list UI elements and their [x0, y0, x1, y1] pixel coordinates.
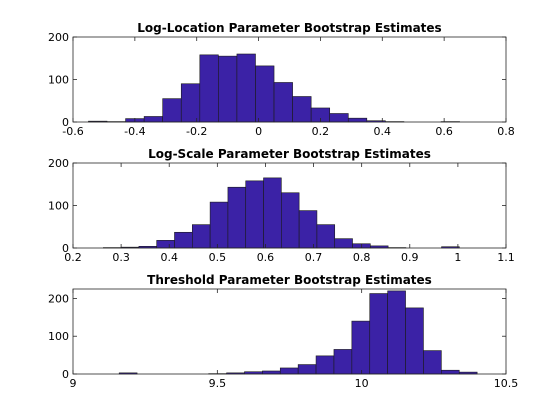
log-scale-bar [209, 201, 229, 249]
threshold-x-tick-label: 9.5 [209, 377, 227, 390]
log-scale-y-tick-label: 200 [48, 157, 69, 170]
log-scale-y-tick-label: 100 [48, 200, 69, 213]
log-scale-x-tick-label: 0.9 [401, 251, 419, 264]
threshold-axes-box [72, 288, 507, 375]
log-location-x-tick-label: 0.2 [312, 125, 330, 138]
log-scale-x-tick-label: 0.6 [257, 251, 275, 264]
log-location-bar [273, 82, 293, 123]
log-scale-bar [245, 180, 264, 249]
log-scale-bar [156, 240, 175, 249]
threshold-x-tick-label: 10.5 [494, 377, 519, 390]
subplots: Log-Location Parameter Bootstrap Estimat… [48, 21, 518, 390]
log-location-bar [236, 53, 256, 123]
threshold-bar [369, 293, 388, 375]
threshold-bar [279, 367, 299, 375]
log-location-bar [347, 117, 368, 123]
log-scale-y-tick-label: 0 [62, 242, 69, 255]
log-scale-title: Log-Scale Parameter Bootstrap Estimates [148, 147, 431, 161]
threshold-bar [387, 290, 406, 375]
log-scale-x-tick-label: 0.4 [160, 251, 178, 264]
log-scale-bar [316, 224, 336, 249]
log-location-bar [218, 55, 238, 123]
threshold-bar [333, 349, 353, 375]
log-scale-bar [192, 224, 211, 249]
log-location-bar [329, 113, 349, 123]
log-location-bar [199, 54, 219, 123]
log-scale-bar [263, 177, 282, 249]
log-scale-bar [334, 238, 353, 249]
log-scale-x-tick-label: 0.7 [305, 251, 323, 264]
log-location-x-tick-label: -0.6 [62, 125, 83, 138]
threshold-y-tick-label: 200 [48, 292, 69, 305]
log-scale-bar [281, 192, 300, 249]
threshold-bar [315, 355, 335, 375]
log-scale-x-tick-label: 0.2 [64, 251, 82, 264]
log-location-title: Log-Location Parameter Bootstrap Estimat… [137, 21, 441, 35]
log-location-y-tick-label: 200 [48, 31, 69, 44]
log-location-x-tick-label: -0.2 [186, 125, 207, 138]
threshold-y-tick-label: 100 [48, 330, 69, 343]
log-location-x-tick-label: 0.4 [374, 125, 392, 138]
threshold-title: Threshold Parameter Bootstrap Estimates [147, 273, 432, 287]
log-location-x-tick-label: -0.4 [124, 125, 145, 138]
log-scale-x-tick-label: 0.8 [353, 251, 371, 264]
log-scale-x-tick-label: 1 [454, 251, 461, 264]
log-location-y-tick-label: 0 [62, 116, 69, 129]
log-location-bar [180, 83, 201, 123]
log-scale-bar [227, 186, 247, 249]
log-scale-bar [298, 210, 318, 249]
threshold-bar [351, 320, 371, 375]
log-location-bar [143, 116, 163, 123]
threshold-bar [262, 370, 281, 375]
log-scale-histogram: Log-Scale Parameter Bootstrap Estimates 0… [48, 147, 515, 264]
log-scale-bar [174, 231, 193, 249]
threshold-x-tick-label: 9 [70, 377, 77, 390]
threshold-bar [441, 369, 460, 375]
log-location-x-tick-label: 0 [255, 125, 262, 138]
log-location-bar [162, 98, 182, 123]
log-scale-x-tick-label: 0.3 [112, 251, 130, 264]
threshold-y-tick-label: 0 [62, 368, 69, 381]
threshold-histogram: Threshold Parameter Bootstrap Estimates 9… [48, 273, 518, 390]
log-scale-x-tick-label: 1.1 [497, 251, 515, 264]
log-location-x-tick-label: 0.6 [435, 125, 453, 138]
log-location-y-tick-label: 100 [48, 74, 69, 87]
log-location-histogram: Log-Location Parameter Bootstrap Estimat… [48, 21, 515, 138]
threshold-bar [423, 350, 442, 375]
log-scale-x-tick-label: 0.5 [209, 251, 227, 264]
log-location-x-tick-label: 0.8 [497, 125, 515, 138]
threshold-bar [297, 364, 317, 375]
log-location-bar [255, 65, 275, 123]
threshold-x-tick-label: 10 [355, 377, 369, 390]
threshold-bar [405, 307, 424, 375]
log-location-bar [292, 96, 312, 123]
